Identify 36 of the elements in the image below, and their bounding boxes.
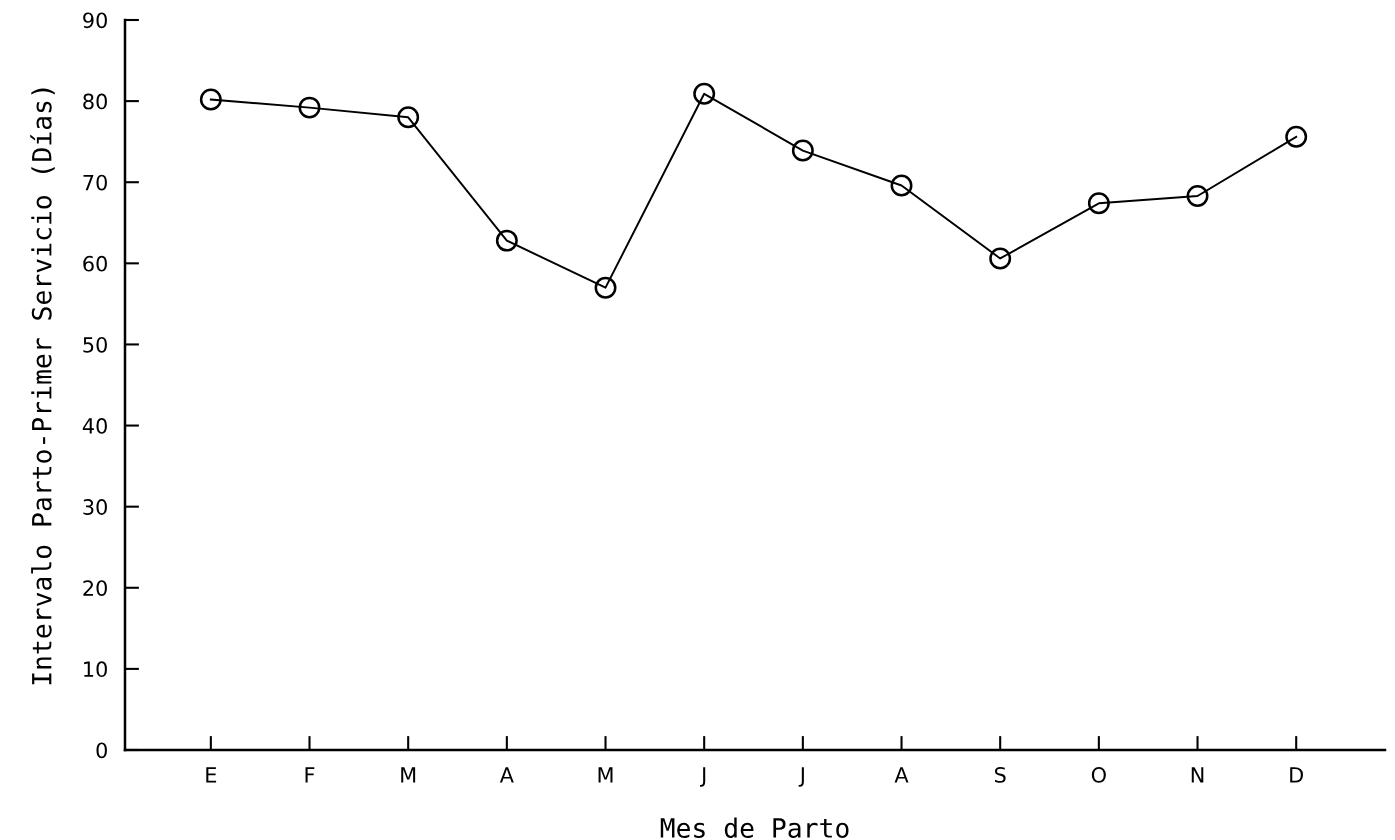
point xyxy=(791,139,814,162)
x-tick-label: D xyxy=(1290,767,1303,783)
point xyxy=(1087,192,1110,215)
point xyxy=(495,229,518,252)
point xyxy=(1186,185,1209,207)
x-tick-label: M xyxy=(401,767,416,783)
x-tick-label: F xyxy=(305,767,315,783)
point xyxy=(594,276,617,299)
x-tick-label: A xyxy=(499,767,514,783)
point xyxy=(199,88,222,111)
point xyxy=(890,174,913,197)
y-tick-label: 80 xyxy=(83,93,107,110)
y-tick-label: 20 xyxy=(83,580,107,596)
y-tick-label: 0 xyxy=(96,742,107,759)
y-tick-label: 60 xyxy=(83,255,107,272)
y-tick-label: 70 xyxy=(83,174,107,191)
y-axis-title: Intervalo Parto-Primer Servicio (Días) xyxy=(30,88,55,685)
x-axis-title: Mes de Parto xyxy=(660,817,849,838)
point xyxy=(693,82,716,105)
x-tick-label: J xyxy=(700,767,706,787)
x-tick-label: N xyxy=(1191,767,1204,783)
y-tick-label: 30 xyxy=(83,499,107,515)
point xyxy=(1285,125,1308,148)
y-tick-label: 10 xyxy=(84,661,107,678)
point xyxy=(397,106,420,129)
point xyxy=(989,247,1012,270)
y-tick-label: 90 xyxy=(83,12,107,29)
y-tick-label: 40 xyxy=(82,418,107,434)
x-tick-label: A xyxy=(894,767,909,783)
y-tick-label: 50 xyxy=(83,336,107,353)
x-tick-label: O xyxy=(1091,767,1106,783)
point xyxy=(298,96,321,119)
x-tick-label: S xyxy=(994,767,1006,783)
x-tick-label: J xyxy=(798,767,804,787)
x-tick-label: E xyxy=(206,767,217,783)
x-tick-label: M xyxy=(598,767,613,783)
